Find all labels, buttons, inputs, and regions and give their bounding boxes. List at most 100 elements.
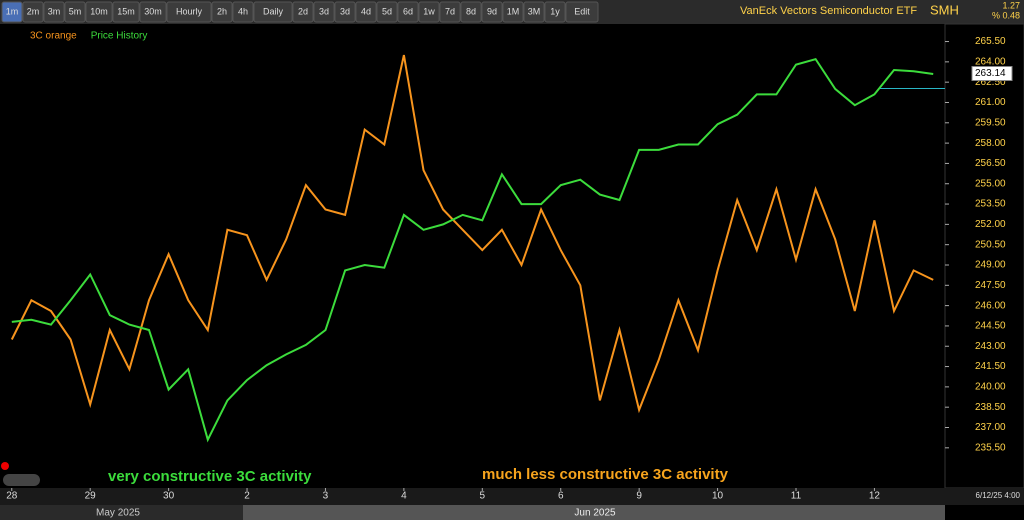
toolbar-button[interactable] (64, 1, 86, 23)
toolbar-button[interactable] (460, 1, 482, 23)
y-tick-label: 249.00 (975, 260, 1006, 271)
toolbar-button-label: 4d (361, 6, 371, 16)
y-tick-label: 259.50 (975, 117, 1006, 128)
toolbar-button-label: 1M (507, 6, 520, 16)
toolbar-button[interactable] (439, 1, 461, 23)
toolbar-button[interactable] (232, 1, 254, 23)
price-axis (944, 23, 1024, 489)
toolbar-button[interactable] (112, 1, 140, 23)
x-tick-label: 6 (558, 491, 564, 502)
toolbar-button-label: 2m (27, 6, 40, 16)
toolbar-button-label: 3d (340, 6, 350, 16)
toolbar-button-label: 3m (48, 6, 61, 16)
toolbar-button[interactable] (85, 1, 113, 23)
change: 1.27 (1002, 0, 1020, 10)
instrument-name: VanEck Vectors Semiconductor ETF (740, 5, 917, 17)
y-tick-label: 265.50 (975, 36, 1006, 47)
y-tick-label: 253.50 (975, 199, 1006, 210)
month-label: Jun 2025 (574, 508, 616, 519)
toolbar-button[interactable] (313, 1, 335, 23)
x-tick-label: 9 (636, 491, 642, 502)
toolbar-button[interactable] (166, 1, 212, 23)
y-tick-label: 261.00 (975, 97, 1006, 108)
toolbar-button[interactable] (292, 1, 314, 23)
toolbar-button[interactable] (22, 1, 44, 23)
toolbar-button-label: 4h (238, 6, 248, 16)
x-tick-label: 29 (85, 491, 97, 502)
month-bar (243, 505, 945, 520)
toolbar-button-label: 6d (403, 6, 413, 16)
y-tick-label: 246.00 (975, 300, 1006, 311)
x-tick-label: 28 (6, 491, 18, 502)
toolbar-button-label: 1w (423, 6, 435, 16)
toolbar-button-label: 8d (466, 6, 476, 16)
toolbar-button-label: Hourly (176, 6, 203, 16)
toolbar-button[interactable] (355, 1, 377, 23)
toolbar-button[interactable] (43, 1, 65, 23)
series-line (10, 54, 934, 414)
toolbar-button[interactable] (1, 1, 23, 23)
x-tick-label: 4 (401, 491, 407, 502)
series-line (11, 57, 934, 443)
toolbar-button[interactable] (418, 1, 440, 23)
y-tick-label: 243.00 (975, 341, 1006, 352)
toolbar-button-label: 5m (69, 6, 82, 16)
toolbar-button-label: 3d (319, 6, 329, 16)
toolbar-button-label: 2d (298, 6, 308, 16)
toolbar-button-label: Daily (263, 6, 284, 16)
toolbar-button[interactable] (481, 1, 503, 23)
toolbar-button[interactable] (565, 1, 599, 23)
annotation: much less constructive 3C activity (482, 466, 729, 483)
symbol: SMH (930, 2, 959, 17)
x-tick-label: 12 (869, 491, 881, 502)
toolbar-button-label: 15m (117, 6, 135, 16)
y-tick-label: 247.50 (975, 280, 1006, 291)
last-price-box (971, 66, 1013, 82)
toolbar-button-label: 3M (528, 6, 541, 16)
toolbar-button[interactable] (139, 1, 167, 23)
toolbar-button-label: 1y (550, 6, 560, 16)
legend-entry: 3C orange (30, 31, 77, 42)
y-tick-label: 237.00 (975, 422, 1006, 433)
y-tick-label: 256.50 (975, 158, 1006, 169)
x-tick-label: 11 (791, 491, 802, 502)
annotation: very constructive 3C activity (108, 468, 312, 485)
y-tick-label: 264.00 (975, 56, 1006, 67)
scroll-control[interactable] (3, 474, 40, 486)
toolbar-button[interactable] (544, 1, 566, 23)
y-tick-label: 238.50 (975, 402, 1006, 413)
month-bar (0, 505, 243, 520)
timestamp: 6/12/25 4:00 (976, 491, 1021, 500)
x-tick-label: 10 (712, 491, 724, 502)
toolbar-button[interactable] (502, 1, 524, 23)
toolbar-button[interactable] (253, 1, 293, 23)
toolbar-button[interactable] (397, 1, 419, 23)
y-tick-label: 252.00 (975, 219, 1006, 230)
toolbar-button-label: 30m (144, 6, 162, 16)
y-tick-label: 240.00 (975, 382, 1006, 393)
toolbar-button-label: 9d (487, 6, 497, 16)
x-tick-label: 30 (163, 491, 175, 502)
toolbar-button-label: 2h (217, 6, 227, 16)
x-tick-label: 5 (480, 491, 486, 502)
toolbar-button[interactable] (376, 1, 398, 23)
x-tick-label: 2 (244, 491, 250, 502)
toolbar-button-label: 7d (445, 6, 455, 16)
legend-entry: Price History (91, 31, 148, 42)
toolbar-button[interactable] (211, 1, 233, 23)
y-tick-label: 262.50 (975, 77, 1006, 88)
y-tick-label: 250.50 (975, 239, 1006, 250)
y-tick-label: 258.00 (975, 138, 1006, 149)
y-tick-label: 235.50 (975, 442, 1006, 453)
last-price-label: 263.14 (975, 68, 1006, 79)
status-dot (1, 462, 9, 470)
y-tick-label: 244.50 (975, 321, 1006, 332)
month-label: May 2025 (96, 508, 140, 519)
toolbar-button-label: Edit (574, 6, 590, 16)
x-tick-label: 3 (323, 491, 329, 502)
y-tick-label: 241.50 (975, 361, 1006, 372)
toolbar-button-label: 10m (90, 6, 108, 16)
toolbar-button[interactable] (334, 1, 356, 23)
toolbar-button[interactable] (523, 1, 545, 23)
